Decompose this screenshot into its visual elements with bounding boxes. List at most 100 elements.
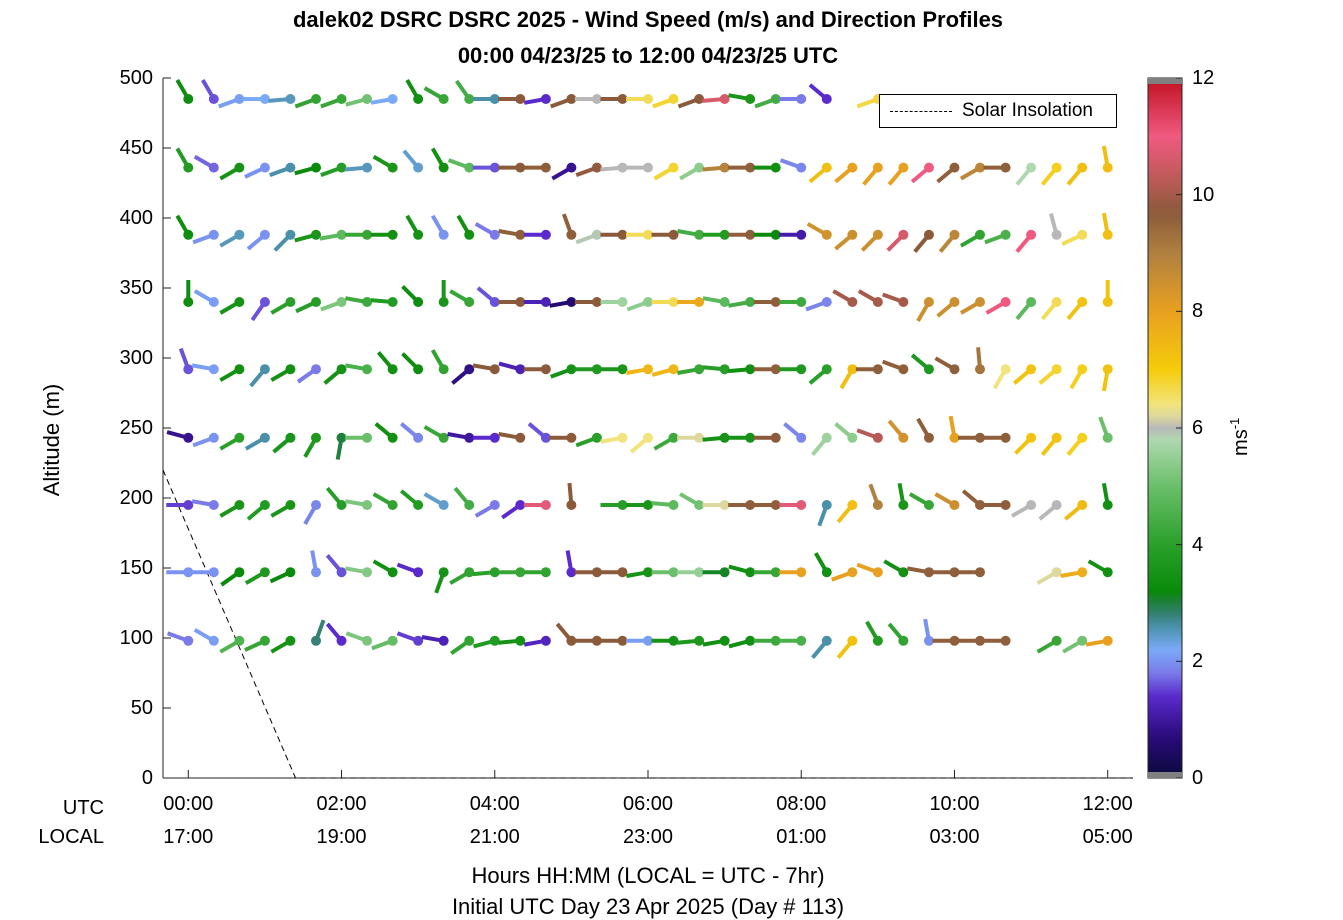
wind-barb-dot: [259, 297, 270, 307]
wind-barb-dot: [821, 432, 832, 443]
colorbar-tick-label: 2: [1192, 650, 1204, 673]
wind-barb-dot: [898, 297, 909, 307]
wind-barb-dot: [796, 229, 807, 240]
wind-barb-dot: [285, 162, 296, 173]
wind-barb-dot: [515, 229, 526, 240]
wind-barb-dot: [770, 229, 781, 240]
wind-barb-dot: [694, 567, 705, 578]
wind-barb-dot: [285, 432, 296, 443]
wind-barb-dot: [617, 635, 628, 646]
legend-dashed-line: [890, 110, 952, 112]
wind-barb-dot: [591, 94, 602, 104]
wind-barb-dot: [643, 432, 653, 443]
wind-barb-dot: [208, 162, 219, 173]
wind-barb-dot: [745, 567, 756, 578]
wind-barb-dot: [923, 432, 934, 443]
wind-barb-dot: [259, 432, 270, 443]
colorbar-tick-label: 0: [1192, 767, 1204, 789]
wind-barb-dot: [643, 567, 653, 578]
wind-barb-dot: [770, 500, 781, 510]
wind-barb-dot: [259, 567, 270, 578]
wind-barb-dot: [1026, 500, 1037, 510]
colorbar-group: [1147, 77, 1183, 779]
wind-barb-dot: [1102, 500, 1113, 510]
wind-barb-dot: [974, 297, 985, 307]
wind-barb-dot: [643, 94, 653, 104]
wind-barb-dot: [234, 229, 245, 240]
wind-barb-dot: [387, 500, 398, 510]
wind-barb-dot: [847, 364, 858, 375]
wind-barb-dot: [745, 94, 756, 104]
x-tick-label-utc: 10:00: [929, 793, 980, 815]
wind-barb-dot: [464, 635, 475, 646]
wind-barb-dot: [464, 229, 475, 240]
wind-barb-dot: [1051, 229, 1062, 240]
wind-barb-dot: [413, 567, 424, 578]
colorbar-under-cap: [1148, 772, 1182, 778]
wind-barb-dot: [515, 567, 526, 578]
wind-barb-dot: [694, 500, 705, 510]
wind-barb-dot: [540, 364, 551, 375]
wind-barb-dot: [923, 297, 934, 307]
wind-barb-dot: [566, 364, 577, 375]
wind-barb-dot: [974, 432, 985, 443]
wind-barb-dot: [566, 229, 577, 240]
x-tick-label-local: 03:00: [929, 826, 980, 848]
wind-barb-dot: [847, 567, 858, 578]
wind-barb-dot: [336, 94, 347, 104]
wind-barb-dot: [208, 297, 219, 307]
wind-barb-dot: [668, 229, 679, 240]
wind-barb-dot: [362, 500, 373, 510]
wind-barb-dot: [183, 94, 194, 104]
wind-barbs-group: [166, 78, 1113, 659]
wind-barb-dot: [438, 432, 449, 443]
wind-barb-dot: [617, 94, 628, 104]
wind-barb-dot: [413, 500, 424, 510]
wind-barb-dot: [872, 500, 883, 510]
wind-barb-dot: [1000, 432, 1011, 443]
wind-barb-dot: [643, 297, 653, 307]
wind-barb-dot: [540, 635, 551, 646]
wind-barb-dot: [566, 432, 577, 443]
wind-barb-dot: [540, 162, 551, 173]
wind-barb-dot: [949, 297, 960, 307]
wind-barb-dot: [668, 567, 679, 578]
x-tick-label-local: 01:00: [776, 826, 827, 848]
wind-barb-dot: [489, 567, 500, 578]
wind-barb-dot: [668, 500, 679, 510]
wind-barb-dot: [1051, 297, 1062, 307]
wind-barb-dot: [336, 297, 347, 307]
wind-barb-dot: [1077, 297, 1088, 307]
wind-barb-dot: [438, 229, 449, 240]
wind-barb-dot: [1102, 364, 1113, 375]
wind-barb-dot: [311, 567, 322, 578]
wind-barb-dot: [1102, 635, 1113, 646]
wind-barb-dot: [1102, 229, 1113, 240]
wind-barb-dot: [643, 635, 653, 646]
wind-barb-dot: [1102, 432, 1113, 443]
wind-barb-dot: [208, 364, 219, 375]
wind-barb-dot: [259, 94, 270, 104]
wind-barb-dot: [796, 567, 807, 578]
wind-barb-dot: [770, 162, 781, 173]
wind-barb-dot: [643, 500, 653, 510]
x-tick-label-utc: 06:00: [622, 793, 674, 815]
wind-barb-dot: [464, 364, 475, 375]
wind-barb-dot: [208, 229, 219, 240]
wind-barb-dot: [489, 94, 500, 104]
y-axis-label: Altitude (m): [39, 383, 64, 497]
wind-barb-dot: [362, 432, 373, 443]
wind-barb-dot: [1077, 635, 1088, 646]
wind-barb-dot: [1102, 567, 1113, 578]
wind-barb-dot: [464, 297, 475, 307]
wind-barb-dot: [591, 297, 602, 307]
wind-barb-dot: [1051, 364, 1062, 375]
y-tick-label: 500: [119, 67, 153, 89]
wind-barb-dot: [694, 229, 705, 240]
wind-barb-dot: [719, 432, 730, 443]
wind-barb-dot: [362, 297, 373, 307]
wind-barb-dot: [898, 364, 909, 375]
wind-barb-dot: [796, 94, 807, 104]
colorbar-tick-label: 4: [1192, 533, 1204, 556]
wind-barb-dot: [311, 500, 322, 510]
